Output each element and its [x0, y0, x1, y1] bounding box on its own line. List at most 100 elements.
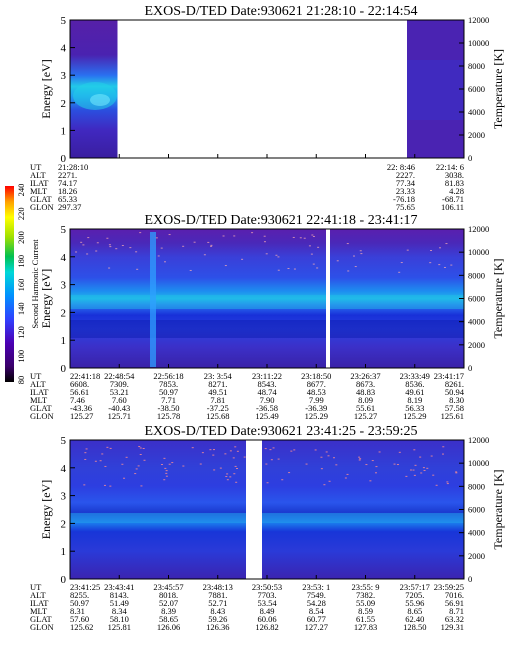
annotation-cell: 23:45:57: [153, 582, 183, 592]
panel-3-title: EXOS-D/TED Date:930621 23:41:25 - 23:59:…: [145, 424, 418, 439]
annotation-cell: 8255.: [70, 590, 89, 600]
speckle-dot: [455, 471, 458, 473]
speckle-dot: [400, 262, 403, 264]
speckle-dot: [84, 458, 87, 460]
speckle-dot: [439, 247, 442, 249]
speckle-dot: [272, 447, 275, 449]
panel-2-band-low: [70, 320, 464, 338]
speckle-dot: [314, 449, 317, 451]
annotation-cell: 53.21: [110, 387, 129, 397]
y-axis-label: Energy [eV]: [39, 269, 53, 328]
y2-tick-label: 4000: [468, 317, 485, 327]
speckle-dot: [135, 468, 138, 470]
speckle-dot: [420, 472, 423, 474]
annotation-cell: 7016.: [445, 590, 464, 600]
annotation-cell: 8261.: [445, 379, 464, 389]
speckle-dot: [171, 462, 174, 464]
speckle-dot: [86, 253, 89, 255]
y-tick-label: 2: [61, 307, 67, 319]
speckle-dot: [359, 250, 362, 252]
y-tick-label: 0: [61, 574, 67, 586]
y2-tick-label: 10000: [468, 247, 489, 257]
speckle-dot: [430, 249, 433, 251]
speckle-dot: [354, 266, 357, 268]
speckle-dot: [121, 463, 124, 465]
speckle-dot: [165, 470, 168, 472]
speckle-dot: [106, 237, 109, 239]
colorbar-tick-label: 220: [16, 207, 26, 220]
speckle-dot: [438, 264, 441, 266]
annotation-cell: 50.97: [159, 387, 178, 397]
annotation-cell: 22:41:18: [70, 371, 100, 381]
annotation-row-label: GLAT: [30, 194, 53, 204]
annotation-cell: 59.26: [208, 614, 227, 624]
annotation-cell: 57.58: [445, 403, 464, 413]
speckle-dot: [191, 447, 194, 449]
panel-1: EXOS-D/TED Date:930621 21:28:10 - 22:14:…: [69, 4, 465, 159]
speckle-dot: [320, 456, 323, 458]
colorbar-tick-label: 80: [16, 376, 26, 385]
speckle-dot: [344, 477, 347, 479]
speckle-dot: [160, 464, 163, 466]
speckle-dot: [412, 469, 415, 471]
annotation-cell: 129.31: [441, 622, 464, 632]
speckle-dot: [108, 244, 111, 246]
annotation-cell: -43.36: [70, 403, 92, 413]
speckle-dot: [232, 457, 235, 459]
annotation-cell: 23:59:25: [434, 582, 464, 592]
speckle-dot: [312, 235, 315, 237]
annotation-cell: 55.09: [356, 598, 375, 608]
speckle-dot: [359, 458, 362, 460]
annotation-cell: 63.32: [445, 614, 464, 624]
speckle-dot: [235, 468, 238, 470]
annotation-cell: -68.71: [442, 194, 464, 204]
annotation-cell: 23:18:50: [301, 371, 331, 381]
y-tick-label: 5: [61, 435, 67, 447]
annotation-cell: 53.54: [257, 598, 277, 608]
annotation-cell: 8271.: [208, 379, 227, 389]
speckle-dot: [398, 271, 401, 273]
annotation-cell: 50.94: [445, 387, 465, 397]
speckle-dot: [346, 473, 349, 475]
colorbar-label: Second Harmonic Current: [30, 239, 40, 329]
annotation-cell: 2271.: [58, 170, 77, 180]
speckle-dot: [163, 479, 166, 481]
annotation-cell: 22:48:54: [104, 371, 135, 381]
speckle-dot: [95, 250, 98, 252]
speckle-dot: [328, 480, 331, 482]
speckle-dot: [210, 244, 213, 246]
speckle-dot: [413, 474, 416, 476]
annotation-cell: 126.36: [206, 622, 229, 632]
annotation-cell: 18.26: [58, 186, 77, 196]
speckle-dot: [233, 235, 236, 237]
panel-1-segment-b-band: [407, 60, 464, 120]
panel-1-blob-core: [90, 94, 110, 106]
speckle-dot: [101, 453, 104, 455]
speckle-dot: [371, 460, 374, 462]
speckle-dot: [293, 268, 296, 270]
annotation-cell: 7.81: [210, 395, 225, 405]
annotation-cell: 50.97: [70, 598, 89, 608]
speckle-dot: [139, 447, 142, 449]
annotation-row-label: UT: [30, 371, 42, 381]
annotation-cell: 57.60: [70, 614, 89, 624]
speckle-dot: [365, 464, 368, 466]
y-tick-label: 1: [61, 125, 67, 137]
annotation-cell: 81.83: [445, 178, 464, 188]
speckle-dot: [163, 261, 166, 263]
speckle-dot: [288, 472, 291, 474]
annotation-cell: -76.18: [393, 194, 415, 204]
speckle-dot: [163, 457, 166, 459]
annotation-cell: -40.43: [108, 403, 130, 413]
speckle-dot: [332, 457, 335, 459]
annotation-layer: UTALTILATMLTGLATGLON21:28:102271.74.1718…: [30, 162, 465, 632]
panel-3-gap: [246, 440, 262, 579]
annotation-cell: 52.07: [159, 598, 178, 608]
speckle-dot: [140, 485, 143, 487]
y2-tick-label: 6000: [468, 294, 485, 304]
annotation-cell: -38.50: [158, 403, 180, 413]
annotation-cell: 125.27: [70, 411, 93, 421]
speckle-dot: [405, 475, 408, 477]
speckle-dot: [139, 454, 142, 456]
